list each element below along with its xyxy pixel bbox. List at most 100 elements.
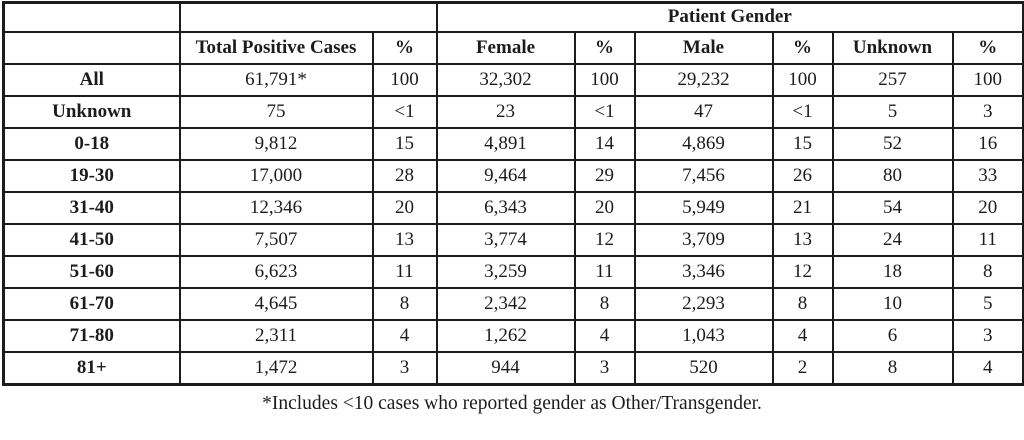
row-label: All [2,63,181,97]
data-cell: 24 [831,223,954,257]
data-cell: 8 [831,351,954,386]
column-header-2: % [371,31,438,65]
table-row-81-: 81+ 1,472 3 944 3 520 2 8 4 [2,351,1024,386]
data-cell: 520 [633,351,774,386]
data-cell: 100 [573,63,636,97]
data-cell: 7,507 [178,223,374,257]
table-row-all: All 61,791* 100 32,302 100 29,232 100 257 100 [2,63,1024,97]
data-cell: 13 [771,223,834,257]
data-cell: 26 [771,159,834,193]
row-label: 0-18 [2,127,181,161]
data-cell: 3 [573,351,636,386]
data-cell: 4 [951,351,1024,386]
data-cell: 18 [831,255,954,289]
data-cell: 1,262 [435,319,576,353]
data-cell: 11 [951,223,1024,257]
data-cell: 52 [831,127,954,161]
data-cell: 32,302 [435,63,576,97]
data-cell: 9,464 [435,159,576,193]
data-cell: 10 [831,287,954,321]
data-cell: 75 [178,95,374,129]
data-cell: 944 [435,351,576,386]
column-header-0 [2,31,181,65]
data-cell: 16 [951,127,1024,161]
table-row-unknown: Unknown 75 <1 23 <1 47 <1 5 3 [2,95,1024,129]
data-cell: 61,791* [178,63,374,97]
data-cell: 4,645 [178,287,374,321]
data-cell: 4 [371,319,438,353]
data-cell: 28 [371,159,438,193]
data-cell: <1 [371,95,438,129]
table-row-19-30: 19-30 17,000 28 9,464 29 7,456 26 80 33 [2,159,1024,193]
data-cell: 8 [771,287,834,321]
data-cell: 11 [573,255,636,289]
table-row-0-18: 0-18 9,812 15 4,891 14 4,869 15 52 16 [2,127,1024,161]
row-label: 51-60 [2,255,181,289]
data-cell: 4 [573,319,636,353]
data-cell: 3 [371,351,438,386]
patient-gender-group-header: Patient Gender [435,1,1024,33]
row-label: 71-80 [2,319,181,353]
column-header-1: Total Positive Cases [178,31,374,65]
table-row-71-80: 71-80 2,311 4 1,262 4 1,043 4 6 3 [2,319,1024,353]
row-label: Unknown [2,95,181,129]
data-cell: 12,346 [178,191,374,225]
table-row-61-70: 61-70 4,645 8 2,342 8 2,293 8 10 5 [2,287,1024,321]
data-cell: 4,891 [435,127,576,161]
data-cell: 20 [371,191,438,225]
row-label: 61-70 [2,287,181,321]
data-cell: 3,774 [435,223,576,257]
data-cell: 8 [951,255,1024,289]
data-cell: 12 [771,255,834,289]
group-header-row: Patient Gender [2,1,1024,33]
row-label: 81+ [2,351,181,386]
data-cell: 20 [573,191,636,225]
patient-gender-table: Patient Gender Total Positive Cases% Fema… [2,1,1024,386]
data-cell: 6,343 [435,191,576,225]
data-cell: 15 [371,127,438,161]
data-cell: 3 [951,319,1024,353]
data-cell: 4 [771,319,834,353]
data-cell: <1 [573,95,636,129]
data-cell: 14 [573,127,636,161]
totals-group-empty-cell [178,1,438,33]
data-cell: 29 [573,159,636,193]
data-cell: 80 [831,159,954,193]
data-cell: 15 [771,127,834,161]
data-cell: 20 [951,191,1024,225]
data-cell: 1,472 [178,351,374,386]
column-header-5: Male [633,31,774,65]
data-cell: 6 [831,319,954,353]
data-cell: 1,043 [633,319,774,353]
data-cell: 5 [951,287,1024,321]
data-cell: 47 [633,95,774,129]
data-cell: 5,949 [633,191,774,225]
data-cell: 100 [371,63,438,97]
data-cell: 2 [771,351,834,386]
column-header-6: % [771,31,834,65]
data-cell: 8 [371,287,438,321]
column-header-4: % [573,31,636,65]
data-cell: 3,259 [435,255,576,289]
data-cell: 100 [951,63,1024,97]
data-cell: 8 [573,287,636,321]
column-header-row: Total Positive Cases% Female% Male% Unknown… [2,31,1024,65]
data-cell: <1 [771,95,834,129]
column-header-8: % [951,31,1024,65]
data-cell: 29,232 [633,63,774,97]
data-cell: 3,709 [633,223,774,257]
data-cell: 257 [831,63,954,97]
column-header-7: Unknown [831,31,954,65]
table-row-51-60: 51-60 6,623 11 3,259 11 3,346 12 18 8 [2,255,1024,289]
table-body: All 61,791* 100 32,302 100 29,232 100 257 100 Unk… [2,63,1024,386]
data-cell: 4,869 [633,127,774,161]
data-cell: 3,346 [633,255,774,289]
data-cell: 12 [573,223,636,257]
table-footnote: *Includes <10 cases who reported gender … [262,393,762,414]
data-cell: 17,000 [178,159,374,193]
row-label: 41-50 [2,223,181,257]
table-row-31-40: 31-40 12,346 20 6,343 20 5,949 21 54 20 [2,191,1024,225]
data-cell: 21 [771,191,834,225]
data-cell: 13 [371,223,438,257]
